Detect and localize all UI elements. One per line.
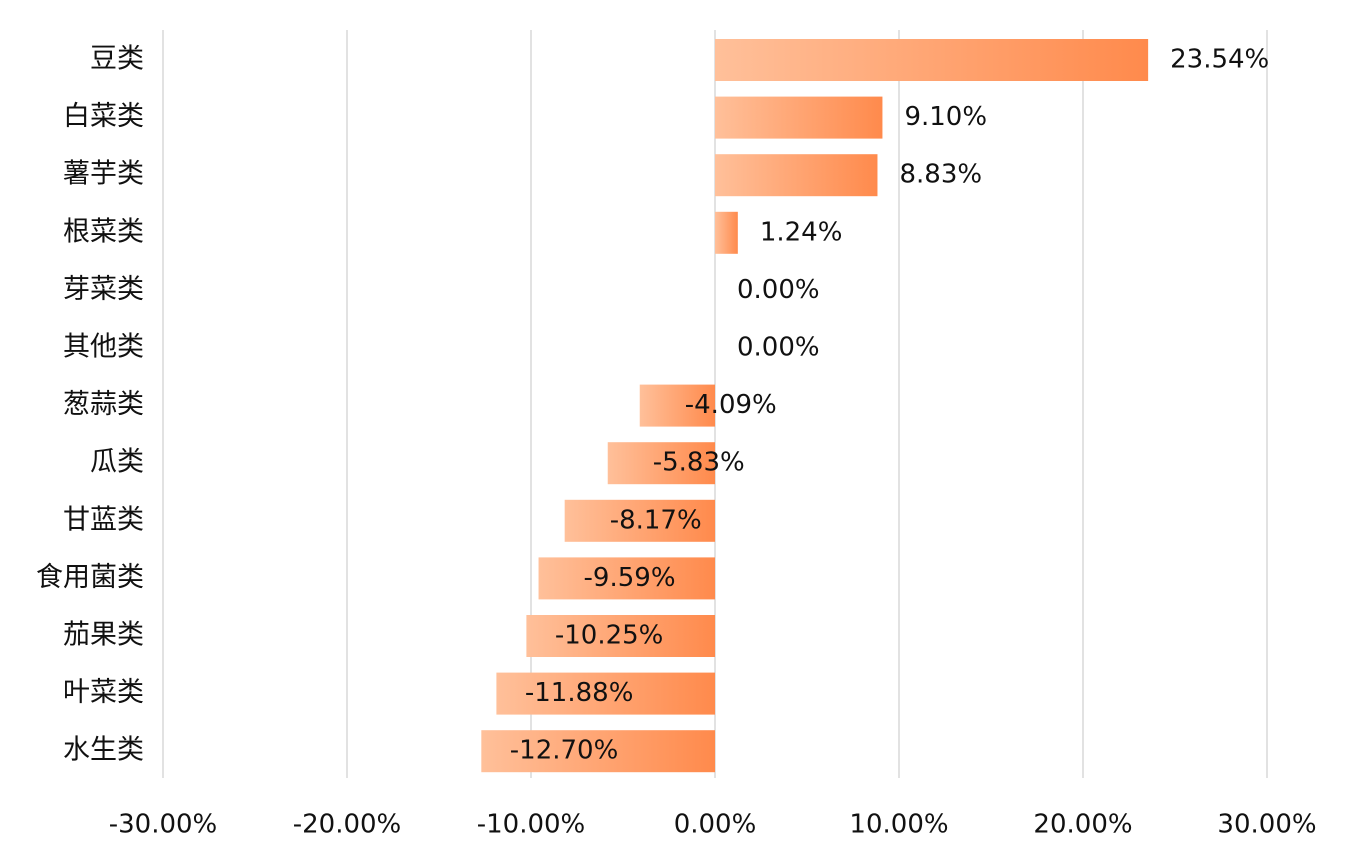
bar — [496, 672, 715, 715]
value-labels: 23.54% 9.10% 8.83% 1.24% 0.00% 0.00% -4.09% -5.… — [510, 45, 1269, 766]
data-label: 1.24% — [760, 217, 843, 247]
data-label: -12.70% — [510, 736, 619, 766]
data-label: 23.54% — [1170, 45, 1269, 75]
x-tick-label: -10.00% — [477, 810, 586, 840]
x-axis-tick-labels: -30.00% -20.00% -10.00% 0.00% 10.00% 20.00% 30… — [109, 810, 1317, 840]
bar — [481, 730, 715, 773]
category-label: 甘蓝类 — [63, 504, 144, 535]
x-tick-label: 30.00% — [1217, 810, 1316, 840]
data-label: 9.10% — [904, 102, 987, 132]
bar — [526, 615, 715, 657]
category-label: 根菜类 — [63, 216, 144, 247]
data-label: -9.59% — [584, 563, 676, 593]
data-label: -10.25% — [555, 621, 664, 651]
data-label: -11.88% — [525, 678, 634, 708]
data-label: 8.83% — [899, 160, 982, 190]
bar — [715, 39, 1149, 81]
data-label: 0.00% — [737, 275, 820, 305]
data-label: -5.83% — [653, 448, 745, 478]
category-label: 水生类 — [63, 735, 144, 766]
data-label: -4.09% — [685, 390, 777, 420]
category-label: 薯芋类 — [63, 159, 144, 190]
category-label: 芽菜类 — [63, 274, 144, 305]
x-tick-label: 10.00% — [849, 810, 948, 840]
category-label: 豆类 — [90, 44, 144, 75]
x-tick-label: 0.00% — [674, 810, 757, 840]
category-label: 食用菌类 — [36, 562, 144, 593]
bar — [715, 154, 878, 197]
bar — [715, 211, 738, 254]
x-tick-label: -30.00% — [109, 810, 218, 840]
bar — [538, 557, 715, 600]
x-tick-label: -20.00% — [293, 810, 402, 840]
category-label: 叶菜类 — [63, 677, 144, 708]
data-label: -8.17% — [610, 505, 702, 535]
bar — [639, 384, 715, 427]
bar — [564, 499, 715, 542]
category-label: 瓜类 — [90, 447, 144, 478]
bar — [607, 442, 715, 485]
category-label: 葱蒜类 — [63, 389, 144, 420]
category-label: 茄果类 — [63, 620, 144, 651]
bars — [481, 39, 1149, 773]
x-tick-label: 20.00% — [1033, 810, 1132, 840]
data-label: 0.00% — [737, 333, 820, 363]
category-label: 其他类 — [63, 332, 144, 363]
bar — [715, 96, 883, 139]
category-label: 白菜类 — [63, 101, 144, 132]
